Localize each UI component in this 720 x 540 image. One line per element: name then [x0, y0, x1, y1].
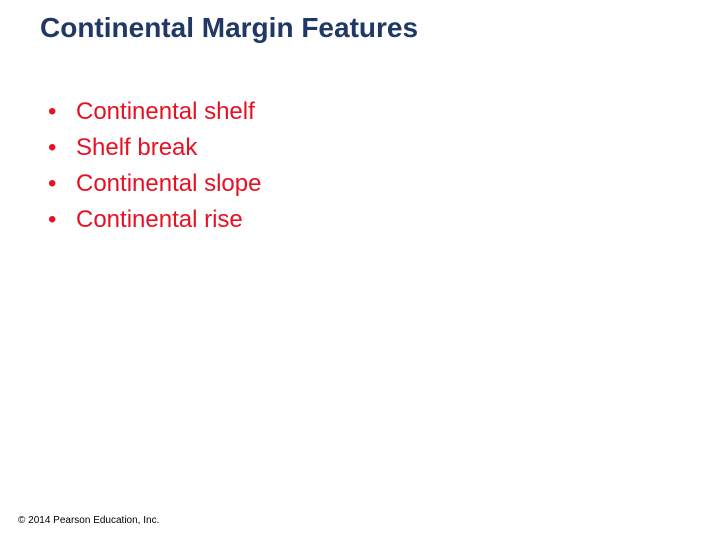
bullet-label: Shelf break — [76, 132, 197, 164]
bullet-dot-icon: • — [48, 132, 76, 164]
slide: Continental Margin Features •Continental… — [0, 0, 720, 540]
copyright-text: © 2014 Pearson Education, Inc. — [18, 515, 159, 526]
bullet-item: •Continental slope — [48, 168, 261, 200]
bullet-label: Continental shelf — [76, 96, 255, 128]
slide-title: Continental Margin Features — [40, 12, 418, 44]
bullet-label: Continental rise — [76, 204, 243, 236]
bullet-dot-icon: • — [48, 96, 76, 128]
bullet-item: •Continental rise — [48, 204, 261, 236]
bullet-dot-icon: • — [48, 204, 76, 236]
bullet-item: •Shelf break — [48, 132, 261, 164]
bullet-label: Continental slope — [76, 168, 261, 200]
bullet-item: •Continental shelf — [48, 96, 261, 128]
bullet-list: •Continental shelf•Shelf break•Continent… — [48, 96, 261, 240]
bullet-dot-icon: • — [48, 168, 76, 200]
